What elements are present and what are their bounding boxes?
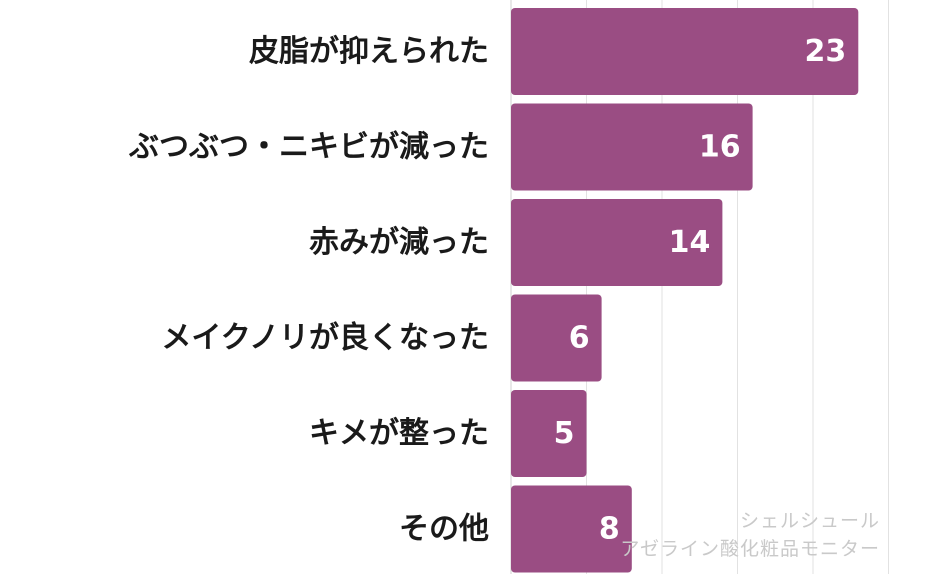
- data-label: 16: [699, 130, 741, 165]
- bar: [511, 103, 753, 191]
- watermark-brand: シェルシュール: [739, 510, 880, 532]
- watermark-caption: アゼライン酸化粧品モニター: [620, 538, 880, 560]
- category-label: キメが整った: [309, 416, 489, 451]
- bar: [511, 485, 632, 573]
- data-label: 5: [554, 416, 575, 451]
- bar: [511, 199, 723, 286]
- category-label: 皮脂が抑えられた: [249, 34, 489, 69]
- category-label: その他: [399, 512, 489, 547]
- data-label: 8: [599, 512, 620, 547]
- bar: [511, 390, 587, 477]
- bar: [511, 294, 602, 382]
- category-label: 赤みが減った: [309, 225, 489, 260]
- category-label: メイクノリが良くなった: [161, 321, 489, 356]
- data-label: 6: [569, 321, 590, 356]
- bar: [511, 8, 859, 95]
- category-label: ぶつぶつ・ニキビが減った: [128, 130, 489, 165]
- data-label: 14: [669, 225, 711, 260]
- data-label: 23: [805, 34, 847, 69]
